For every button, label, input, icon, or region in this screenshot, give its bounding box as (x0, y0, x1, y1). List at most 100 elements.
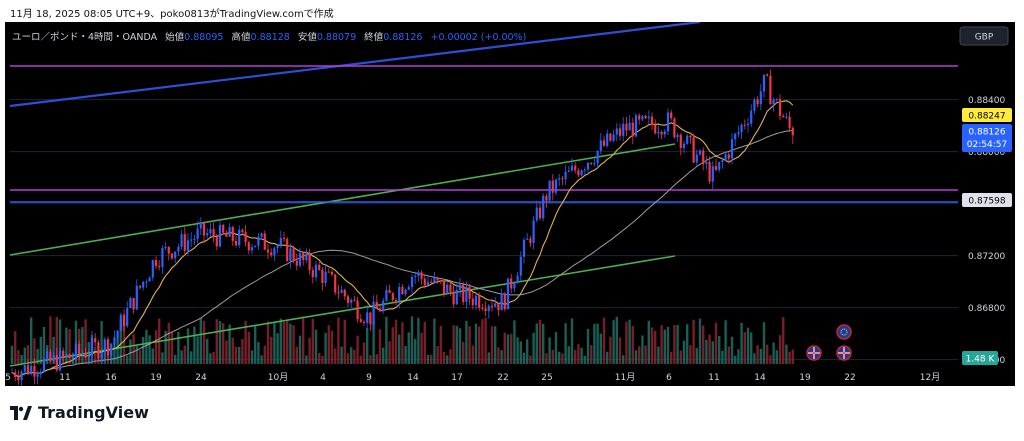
volume-bar (497, 347, 500, 364)
candle-body (241, 229, 244, 233)
volume-bar (458, 328, 462, 364)
volume-bar (586, 328, 590, 364)
candle-body (87, 355, 90, 358)
candle-body (647, 116, 650, 119)
time-tick-label: 12月 (920, 372, 940, 383)
candle-body (705, 162, 708, 165)
candle-body (695, 154, 698, 163)
volume-bar (471, 345, 474, 364)
chart-panel[interactable]: ユーロ／ポンド・4時間・OANDA 始値0.88095 高値0.88128 安値… (5, 22, 1015, 386)
price-tick-label: 0.88400 (968, 96, 1005, 106)
candle-body (612, 134, 615, 141)
volume-bar (673, 325, 676, 364)
candle-body (654, 124, 657, 134)
candle-body (292, 248, 295, 261)
volume-bar (330, 330, 334, 364)
tradingview-logo[interactable]: TradingView (10, 403, 149, 422)
volume-bar (170, 331, 174, 364)
volume-bar (676, 324, 679, 364)
green-upper-channel[interactable] (9, 143, 676, 256)
volume-bar (238, 346, 241, 364)
time-tick-label: 24 (195, 373, 207, 383)
volume-bar (266, 321, 270, 364)
volume-bar (561, 353, 564, 364)
candle-body (545, 195, 548, 201)
candle-body (154, 260, 158, 267)
candle-body (148, 277, 151, 282)
candle-body (474, 295, 478, 306)
candle-body (759, 91, 762, 105)
short-moving-average (11, 100, 794, 378)
candle-body (692, 137, 695, 163)
green-lower-channel[interactable] (9, 255, 676, 367)
volume-bar (634, 350, 638, 364)
volume-bar (727, 346, 730, 364)
candle-body (522, 239, 526, 257)
candle-body (90, 338, 94, 356)
volume-bar (449, 349, 452, 364)
candle-body (458, 284, 462, 290)
blue-trendline[interactable] (9, 22, 701, 108)
price-tick-label: 0.86800 (968, 304, 1005, 314)
volume-bar (378, 329, 382, 364)
low-value: 0.88079 (317, 32, 356, 43)
volume-bar (206, 338, 209, 364)
candle-body (81, 353, 84, 355)
candle-body (276, 245, 279, 249)
volume-bar (596, 323, 599, 364)
candle-body (407, 287, 410, 290)
volume-bar (516, 337, 519, 364)
uk-flag-icon[interactable] (806, 345, 822, 361)
volume-bar (468, 326, 471, 364)
volume-bar (718, 335, 721, 364)
candle-body (106, 339, 110, 356)
candle-body (670, 112, 673, 119)
countdown-timer: 02:54:57 (967, 140, 1007, 150)
volume-bar (740, 322, 743, 364)
candle-body (119, 314, 122, 331)
volume-bar (430, 354, 433, 364)
candle-body (302, 253, 305, 260)
candle-body (398, 286, 401, 302)
candle-body (737, 132, 740, 134)
candle-body (548, 180, 551, 201)
support-level-tag: 0.87598 (962, 193, 1012, 207)
time-tick-label: 22 (497, 373, 508, 383)
candlestick-chart[interactable]: ユーロ／ポンド・4時間・OANDA 始値0.88095 高値0.88128 安値… (5, 22, 1015, 386)
eu-flag-icon[interactable] (836, 324, 852, 340)
candle-body (516, 275, 519, 284)
volume-bar (618, 337, 622, 364)
candle-body (30, 365, 33, 375)
candle-body (14, 372, 17, 378)
currency-button[interactable]: GBP (959, 26, 1009, 46)
candle-body (151, 260, 154, 278)
event-icons[interactable] (806, 324, 852, 361)
candle-body (321, 270, 324, 284)
volume-bar (231, 337, 234, 364)
candle-body (478, 295, 481, 308)
candle-body (404, 289, 407, 295)
candle-body (631, 122, 634, 137)
candle-body (551, 180, 554, 193)
candle-body (356, 300, 359, 320)
candle-body (282, 238, 286, 240)
volume-bar (481, 319, 484, 364)
volume-bar (548, 337, 551, 364)
volume-bar (302, 316, 305, 364)
candle-body (785, 116, 788, 118)
volume-bar (628, 319, 631, 364)
candle-body (775, 98, 778, 100)
candle-body (286, 238, 289, 262)
uk-flag-icon[interactable] (836, 345, 852, 361)
candle-body (186, 240, 190, 251)
volume-bar (388, 341, 391, 364)
volume-bar (308, 337, 311, 364)
volume-bar (442, 351, 446, 364)
candle-body (673, 118, 676, 138)
candle-body (439, 280, 442, 282)
volume-bar (762, 322, 766, 364)
candle-body (39, 371, 42, 375)
candle-body (270, 252, 273, 256)
volume-bar (17, 350, 20, 364)
candle-body (234, 240, 238, 246)
